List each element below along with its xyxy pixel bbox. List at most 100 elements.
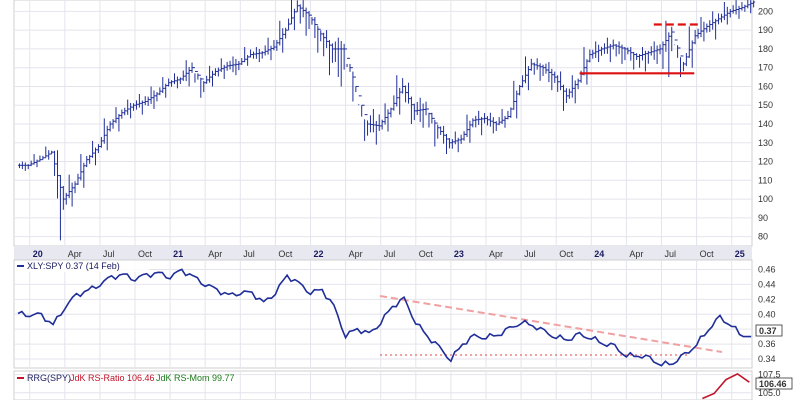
price-bar bbox=[167, 78, 171, 87]
x-axis-month-label: Jul bbox=[243, 249, 255, 259]
price-bar bbox=[652, 41, 656, 60]
price-bar bbox=[471, 118, 475, 128]
price-bar bbox=[643, 50, 647, 72]
price-bar bbox=[714, 18, 718, 40]
rrg-y-tick-label: 105.0 bbox=[758, 388, 781, 398]
price-bar bbox=[395, 75, 399, 107]
price-bar bbox=[143, 96, 147, 106]
x-axis-month-label: Oct bbox=[700, 249, 715, 259]
price-bar bbox=[298, 4, 302, 24]
price-bar bbox=[667, 32, 671, 78]
price-bar bbox=[99, 137, 103, 148]
price-bar bbox=[591, 49, 595, 59]
price-bar bbox=[55, 150, 59, 199]
price-bar bbox=[602, 43, 606, 54]
price-bar bbox=[246, 55, 250, 66]
price-bar bbox=[328, 40, 332, 76]
price-bar bbox=[47, 150, 51, 160]
price-bar bbox=[313, 17, 317, 39]
price-bar bbox=[573, 80, 577, 104]
price-bar bbox=[170, 80, 174, 87]
price-bar bbox=[693, 29, 697, 45]
rrg-gridlines bbox=[14, 374, 752, 394]
price-bar bbox=[263, 45, 267, 56]
price-bar bbox=[181, 70, 185, 81]
price-bar bbox=[465, 114, 469, 137]
price-bar bbox=[228, 60, 232, 70]
x-axis-band bbox=[14, 246, 752, 260]
price-bar bbox=[585, 59, 589, 85]
x-axis-month-label: Apr bbox=[489, 249, 503, 259]
price-bar bbox=[556, 75, 560, 92]
price-y-tick-label: 80 bbox=[758, 232, 768, 242]
price-bar bbox=[719, 13, 723, 23]
price-bar bbox=[251, 51, 255, 59]
price-bar bbox=[541, 64, 545, 76]
price-bar bbox=[102, 118, 106, 144]
price-bar bbox=[301, 0, 305, 18]
price-bar bbox=[73, 181, 77, 194]
price-bar bbox=[368, 115, 372, 133]
price-bar bbox=[728, 9, 732, 18]
price-bar bbox=[553, 71, 557, 83]
price-y-tick-label: 140 bbox=[758, 119, 773, 129]
price-bar bbox=[222, 64, 226, 79]
price-bar bbox=[202, 78, 206, 93]
price-bar bbox=[158, 87, 162, 96]
price-bar bbox=[205, 75, 209, 84]
price-bar bbox=[564, 88, 568, 103]
x-axis-month-label: Jul bbox=[665, 249, 677, 259]
price-bar bbox=[44, 146, 48, 159]
price-panel: 80 90 100 110 120 130 140 150 160 170 180 190 200 20… bbox=[13, 0, 773, 260]
price-bar bbox=[576, 78, 580, 90]
price-bar bbox=[550, 68, 554, 91]
price-bar bbox=[190, 62, 194, 73]
price-bar bbox=[237, 60, 241, 71]
price-bar bbox=[178, 77, 182, 85]
price-bar bbox=[240, 58, 244, 65]
x-axis-month-label: Jul bbox=[103, 249, 115, 259]
price-bar bbox=[485, 116, 489, 126]
price-bar bbox=[29, 160, 33, 167]
price-y-tick-label: 170 bbox=[758, 63, 773, 73]
price-bar bbox=[532, 62, 536, 75]
rrg-legend-ratio: JdK RS-Ratio 106.46 bbox=[70, 373, 155, 383]
price-bar bbox=[702, 21, 706, 42]
price-bar bbox=[234, 58, 238, 76]
price-bar bbox=[424, 101, 428, 116]
price-bar bbox=[544, 63, 548, 74]
rs-y-tick-label: 0.34 bbox=[758, 354, 776, 364]
rrg-legend-prefix: RRG(SPY) bbox=[27, 373, 71, 383]
rs-descending-trendline bbox=[379, 295, 723, 353]
price-bar bbox=[401, 78, 405, 94]
x-axis-labels: 20 Apr Jul Oct 21 Apr Jul Oct 22 Apr Jul Oct 23 Apr Ju… bbox=[33, 249, 745, 259]
price-y-tick-label: 160 bbox=[758, 81, 773, 91]
price-bar bbox=[635, 53, 639, 61]
price-y-tick-label: 90 bbox=[758, 213, 768, 223]
x-axis-month-label: Apr bbox=[208, 249, 222, 259]
price-bar bbox=[374, 120, 378, 145]
price-bar bbox=[459, 134, 463, 144]
price-bar bbox=[690, 40, 694, 68]
price-bar bbox=[363, 104, 367, 141]
price-bar bbox=[134, 100, 138, 110]
price-bar bbox=[526, 66, 530, 91]
price-bar bbox=[597, 44, 601, 63]
price-bar bbox=[275, 39, 279, 51]
price-bar bbox=[681, 55, 685, 72]
rrg-ratio-line bbox=[702, 372, 750, 400]
price-bar bbox=[705, 23, 709, 33]
price-bar bbox=[404, 85, 408, 103]
price-bar bbox=[737, 5, 741, 19]
price-bar bbox=[646, 50, 650, 64]
price-bar bbox=[740, 2, 744, 11]
price-bar bbox=[699, 17, 703, 38]
price-bar bbox=[26, 164, 30, 170]
price-bar bbox=[746, 0, 750, 9]
price-bar bbox=[412, 103, 416, 121]
price-bar bbox=[477, 110, 481, 125]
price-bar bbox=[406, 82, 410, 104]
price-bar bbox=[676, 39, 680, 58]
rs-gridlines bbox=[14, 268, 752, 360]
price-bar bbox=[380, 119, 384, 130]
